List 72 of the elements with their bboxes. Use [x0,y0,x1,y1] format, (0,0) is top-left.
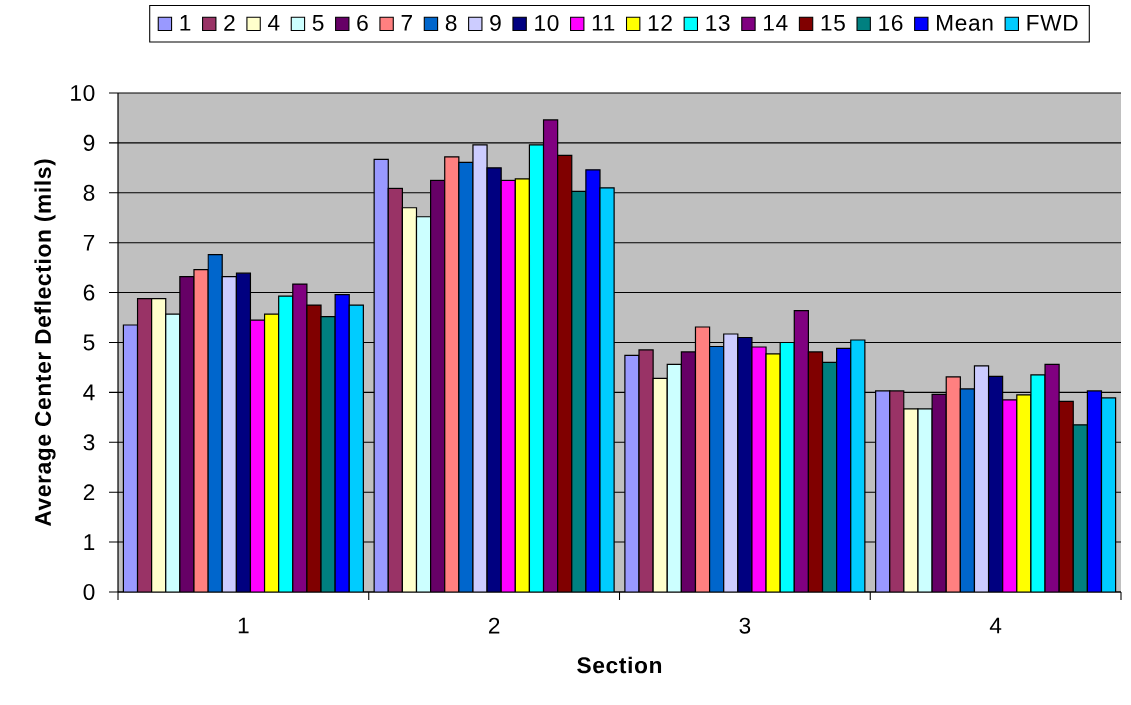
bar [444,156,460,592]
bar [1002,399,1018,592]
legend-label: 14 [764,15,788,31]
bar [151,297,167,592]
y-tick-label: 7 [83,234,95,251]
bar [945,376,961,592]
legend-label: 10 [535,14,559,31]
bar [694,326,711,592]
bar [708,345,725,592]
legend-label: 1 [180,15,191,31]
bar [931,393,947,592]
bar [1100,397,1117,592]
legend-label: 5 [312,15,324,31]
bar [875,390,891,592]
bar [249,319,266,592]
bar [486,167,502,592]
x-tick-label: 1 [238,617,249,634]
y-tick-label: 2 [83,484,95,501]
legend-label: 4 [267,15,280,31]
y-tick-label: 4 [83,384,95,401]
y-tick-label: 1 [84,534,95,550]
y-axis-title: Average Center Deflection (mils) [34,159,56,527]
legend-label: Mean [937,15,993,31]
legend-label: 16 [879,14,903,31]
bar [278,295,294,592]
y-tick-label: 6 [83,284,95,301]
bar [680,351,697,592]
bar [850,339,866,592]
bar [807,351,824,592]
bar [207,254,223,592]
x-axis-title: Section [577,656,662,674]
legend-label: 8 [445,14,457,31]
x-tick-label: 3 [739,617,751,634]
legend-label: 12 [648,14,672,31]
legend-label: 15 [821,15,845,31]
bar [973,365,990,592]
bar [348,304,364,592]
bar [987,375,1004,592]
bar [430,179,446,592]
bar [334,293,350,592]
legend-label: FWD [1027,15,1078,31]
bar [373,158,389,592]
legend-label: 13 [706,14,730,31]
bar [836,347,852,592]
bar [221,276,237,592]
y-tick-label: 0 [83,583,95,601]
bar [458,161,474,592]
bar [122,324,139,592]
y-tick-label: 5 [83,334,95,351]
bar [401,207,418,592]
legend-label: 7 [401,15,412,31]
bar [1058,400,1074,592]
bar [737,336,753,592]
x-tick-label: 4 [989,617,1002,634]
legend-label: 2 [224,14,235,31]
bar [779,341,795,592]
bar [500,179,516,592]
bar [235,272,252,592]
bar [557,154,573,592]
legend-label: 9 [490,14,501,31]
bar [723,333,739,592]
y-tick-label: 9 [83,134,95,151]
bar [652,377,668,592]
bar [528,144,545,592]
x-tick-label: 2 [488,617,500,634]
bar [959,388,976,592]
y-tick-label: 3 [83,434,95,451]
y-tick-label: 8 [83,184,95,201]
y-tick-label: 10 [71,84,95,102]
legend-label: 6 [357,14,368,31]
legend-label: 11 [592,15,615,31]
bar [1086,390,1103,592]
